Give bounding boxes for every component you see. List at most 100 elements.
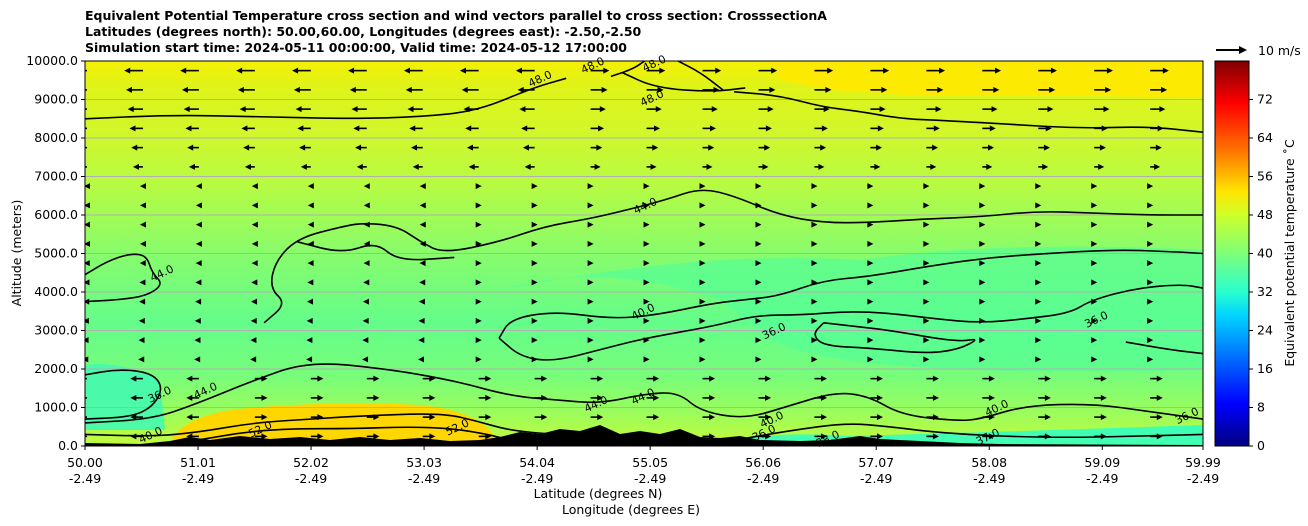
colorbar-tick-label: 72 (1257, 92, 1273, 107)
wind-vector-head (979, 317, 986, 324)
x-tick-label-lon: -2.49 (1086, 471, 1118, 486)
wind-vector-head (475, 202, 482, 209)
wind-vector-head (531, 317, 538, 324)
wind-vector-head (979, 260, 986, 267)
wind-vector-head (1100, 394, 1107, 401)
wind-vector-head (811, 221, 818, 228)
wind-vector-head (186, 375, 193, 382)
wind-vector-head (587, 240, 594, 247)
x-tick-label-lon: -2.49 (1187, 471, 1219, 486)
wind-vector-head (1147, 337, 1154, 344)
wind-vector-head (363, 221, 370, 228)
wind-vector-head (932, 433, 939, 440)
wind-vector-head (186, 394, 193, 401)
wind-vector-head (362, 317, 369, 324)
wind-vector-head (531, 337, 538, 344)
wind-vector-head (251, 240, 258, 247)
wind-vector-head (515, 67, 522, 74)
wind-vector-head (485, 433, 492, 440)
wind-vector-head (932, 394, 939, 401)
wind-vector-head (867, 279, 874, 286)
wind-vector-head (1099, 144, 1106, 151)
wind-vector-head (307, 183, 314, 190)
y-tick-label: 7000.0 (34, 169, 78, 184)
y-tick-label: 4000.0 (34, 284, 78, 299)
wind-vector-head (699, 260, 706, 267)
wind-vector-head (188, 163, 195, 170)
wind-vector-head (475, 356, 482, 363)
wind-vector-head (306, 298, 313, 305)
wind-vector-head (587, 279, 594, 286)
wind-vector-head (654, 125, 661, 132)
wind-vector-head (194, 337, 201, 344)
wind-vector-head (1044, 394, 1051, 401)
wind-vector-head (85, 337, 89, 344)
y-tick-label: 0.0 (58, 438, 78, 453)
wind-vector-head (250, 337, 257, 344)
wind-vector-head (1203, 299, 1209, 305)
x-tick-label-lat: 58.08 (971, 455, 1007, 470)
wind-vector-head (132, 163, 139, 170)
wind-vector-head (923, 279, 930, 286)
wind-vector-head (429, 375, 436, 382)
wind-vector-head (541, 414, 548, 421)
wind-vector-head (699, 240, 706, 247)
x-tick-label-lon: -2.49 (747, 471, 779, 486)
wind-vector-head (709, 394, 716, 401)
wind-vector-head (130, 414, 137, 421)
wind-vector-head (988, 144, 995, 151)
wind-vector-head (475, 221, 482, 228)
wind-vector-head (521, 125, 528, 132)
wind-vector-head (355, 144, 362, 151)
wind-vector-head (594, 163, 601, 170)
wind-vector-head (881, 86, 888, 93)
wind-vector-head (418, 317, 425, 324)
x-tick-label-lon: -2.49 (408, 471, 440, 486)
wind-vector-head (417, 356, 424, 363)
wind-vector-head (867, 337, 874, 344)
wind-vector-head (1155, 144, 1162, 151)
wind-vector-head (139, 240, 146, 247)
x-tick-label-lon: -2.49 (521, 471, 553, 486)
wind-vector-head (883, 67, 890, 74)
wind-vector-head (650, 163, 657, 170)
wind-vector-head (306, 317, 313, 324)
wind-vector-head (765, 125, 772, 132)
wind-vector-head (419, 183, 426, 190)
contour-44.0 (263, 189, 1203, 324)
wind-vector-head (293, 86, 300, 93)
wind-vector-head (1091, 356, 1098, 363)
wind-vector-head (297, 125, 304, 132)
wind-vector-head (587, 202, 594, 209)
wind-vector-head (139, 183, 146, 190)
wind-vector-head (317, 433, 324, 440)
wind-vectors (85, 67, 1209, 440)
wind-vector-head (138, 356, 145, 363)
wind-vector-head (643, 183, 650, 190)
wind-vector-head (755, 356, 762, 363)
wind-vector-head (587, 260, 594, 267)
wind-vector-head (1035, 337, 1042, 344)
wind-vector-head (463, 106, 470, 113)
x-tick-label-lat: 50.00 (67, 455, 103, 470)
contour-48.0 (734, 91, 1203, 133)
wind-vector-head (299, 144, 306, 151)
wind-vector-head (1154, 163, 1161, 170)
wind-vector-head (709, 375, 716, 382)
wind-vector-head (475, 298, 482, 305)
wind-vector-head (706, 163, 713, 170)
wind-vector-head (1162, 67, 1169, 74)
wind-vector-head (307, 221, 314, 228)
wind-vector-head (1045, 125, 1052, 132)
wind-vector-head (988, 433, 995, 440)
wind-vector-head (643, 202, 650, 209)
wind-vector-head (1091, 240, 1098, 247)
wind-vector-head (1147, 356, 1154, 363)
colorbar-tick-label: 56 (1257, 169, 1273, 184)
terrain (85, 425, 1203, 446)
wind-vector-head (373, 433, 380, 440)
y-tick-label: 9000.0 (34, 92, 78, 107)
wind-vector-head (643, 298, 650, 305)
wind-vector-head (239, 106, 246, 113)
wind-vector-head (1156, 375, 1163, 382)
